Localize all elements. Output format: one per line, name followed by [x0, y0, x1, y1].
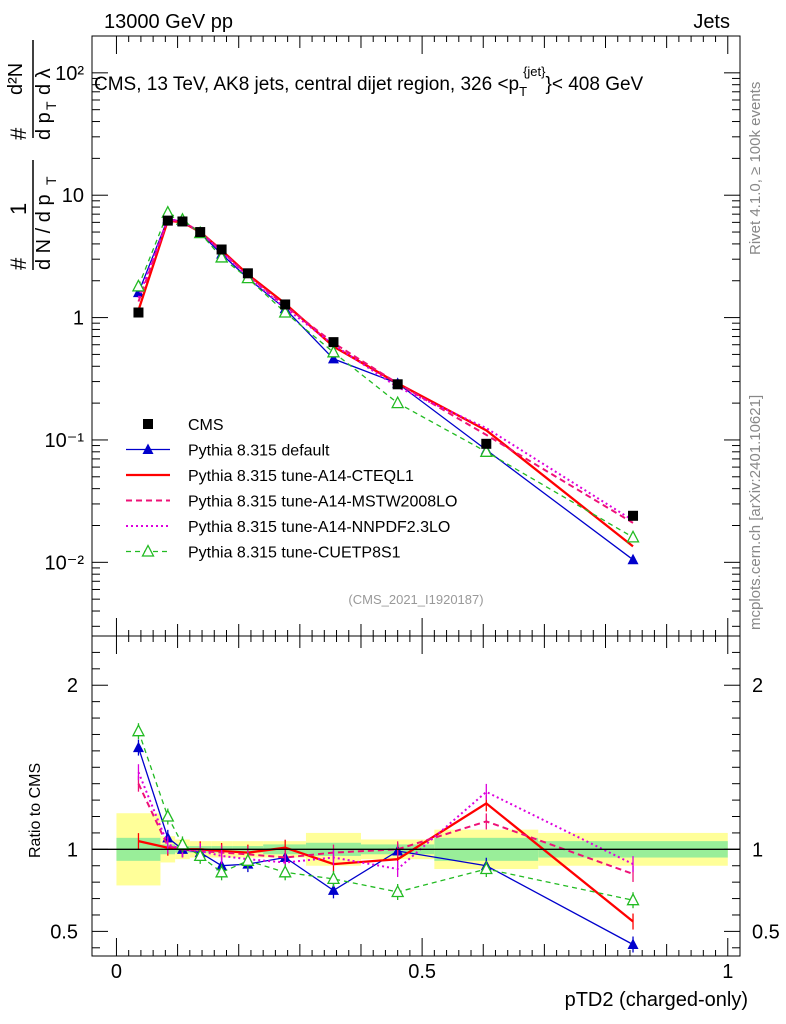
ratio-series-cuetp — [131, 723, 640, 909]
main-point-cuetp — [278, 305, 292, 318]
main-point-cuetp — [326, 344, 341, 358]
ratio-series-cteql1 — [137, 795, 634, 930]
main-point-cms — [177, 216, 188, 227]
ratio-point-cuetp — [193, 848, 207, 862]
main-point-default — [132, 286, 144, 298]
svg-text:d²N: d²N — [5, 63, 27, 95]
svg-text:T: T — [43, 101, 59, 110]
svg-text:T: T — [43, 176, 59, 185]
main-point-cms — [195, 227, 206, 238]
main-point-cms — [280, 299, 291, 310]
main-point-cms — [628, 510, 639, 521]
legend-label-cuetp: Pythia 8.315 tune-CUETP8S1 — [188, 545, 401, 562]
ratio-point-cuetp — [215, 864, 229, 878]
ratio-point-default — [132, 741, 144, 753]
main-point-default — [627, 553, 639, 565]
ratio-frame — [91, 635, 741, 957]
ratio-point-cuetp — [131, 723, 146, 737]
legend-marker-default — [142, 443, 154, 454]
legend-entry-mstw: Pythia 8.315 tune-A14-MSTW2008LO — [126, 494, 457, 511]
svg-text:#: # — [6, 257, 31, 270]
svg-text:d N / d p: d N / d p — [33, 194, 55, 270]
legend-entry-nnpdf: Pythia 8.315 tune-A14-NNPDF2.3LO — [126, 519, 450, 536]
main-y-tick-label: 10⁻² — [45, 552, 85, 574]
main-y-tick-label: 10⁻¹ — [45, 430, 85, 452]
main-point-cms — [481, 438, 492, 449]
main-point-cms — [328, 337, 339, 348]
ratio-y-tick-label-right: 1 — [752, 839, 763, 861]
series-layer — [131, 205, 640, 953]
legend-marker-cuetp — [141, 544, 155, 557]
main-point-default — [327, 352, 339, 364]
ratio-point-default — [327, 884, 339, 895]
ratio-y-tick-label: 2 — [67, 675, 78, 697]
ratio-point-cuetp — [626, 892, 640, 906]
x-axis-label: pTD2 (charged-only) — [565, 989, 748, 1011]
main-point-cuetp — [161, 205, 175, 218]
legend: CMS Pythia 8.315 default Pythia 8.315 tune… — [126, 417, 457, 562]
legend-label-default: Pythia 8.315 default — [188, 443, 330, 460]
main-point-cms — [392, 379, 403, 390]
main-series-cms — [133, 215, 639, 521]
main-point-cms — [242, 268, 253, 279]
main-point-cms — [216, 244, 227, 255]
x-tick-label: 0.5 — [408, 961, 436, 983]
legend-entry-cuetp: Pythia 8.315 tune-CUETP8S1 — [126, 544, 401, 562]
legend-entry-cms: CMS — [143, 417, 224, 434]
legend-marker-cms — [143, 419, 153, 429]
svg-text:d λ: d λ — [33, 68, 55, 95]
ratio-y-tick-label: 1 — [67, 839, 78, 861]
x-tick-label: 0 — [111, 961, 122, 983]
plot-title: CMS, 13 TeV, AK8 jets, central dijet reg… — [94, 64, 644, 99]
legend-entry-default: Pythia 8.315 default — [126, 443, 330, 460]
source-label: mcplots.cern.ch [arXiv:2401.10621] — [747, 395, 764, 630]
main-series-default — [132, 212, 639, 565]
category-label: Jets — [693, 11, 730, 33]
svg-text:d p: d p — [33, 112, 55, 140]
main-point-cms — [162, 215, 173, 226]
ratio-point-cuetp — [161, 809, 175, 822]
ratio-point-cuetp — [241, 853, 255, 866]
ratio-line-mstw — [137, 783, 634, 875]
x-tick-label: 1 — [722, 961, 733, 983]
ratio-y-tick-label: 0.5 — [50, 921, 78, 943]
main-point-cuetp — [391, 395, 405, 409]
ratio-line-nnpdf — [137, 771, 634, 871]
ratio-point-cuetp — [391, 884, 405, 898]
main-y-tick-label: 1 — [73, 308, 84, 330]
ratio-line-cteql1 — [138, 801, 634, 923]
main-y-tick-label: 10 — [62, 185, 84, 207]
ratio-point-cuetp — [278, 864, 292, 878]
main-ylabel: # 1 d N / d p T # d²N d p T d λ — [5, 40, 59, 270]
main-point-cuetp — [215, 250, 229, 263]
main-point-cuetp — [131, 278, 146, 292]
main-point-cuetp — [626, 529, 640, 543]
analysis-watermark: (CMS_2021_I1920187) — [348, 592, 483, 607]
axes-layer: 10⁻² 10⁻¹ 1 10 10² 0 0.5 1 0.5 0.5 1 1 2 2 — [45, 35, 780, 983]
ratio-point-default — [627, 938, 639, 950]
legend-label-cteql1: Pythia 8.315 tune-A14-CTEQL1 — [188, 468, 414, 485]
legend-label-cms: CMS — [188, 417, 224, 434]
svg-text:1: 1 — [6, 203, 31, 215]
legend-label-mstw: Pythia 8.315 tune-A14-MSTW2008LO — [188, 494, 457, 511]
ratio-y-tick-label-right: 2 — [752, 675, 763, 697]
main-point-cms — [133, 307, 144, 318]
svg-text:#: # — [6, 127, 31, 140]
main-line-mstw — [137, 218, 634, 524]
ratio-point-cuetp — [326, 871, 341, 885]
ratio-ylabel: Ratio to CMS — [27, 763, 44, 858]
legend-label-nnpdf: Pythia 8.315 tune-A14-NNPDF2.3LO — [188, 519, 450, 536]
main-y-tick-label: 10² — [55, 63, 84, 85]
legend-entry-cteql1: Pythia 8.315 tune-A14-CTEQL1 — [126, 468, 414, 485]
ratio-y-tick-label-right: 0.5 — [752, 921, 780, 943]
rivet-label: Rivet 4.1.0, ≥ 100k events — [747, 82, 764, 255]
main-series-mstw — [137, 218, 634, 524]
energy-label: 13000 GeV pp — [104, 11, 233, 33]
ratio-line-cuetp — [137, 730, 634, 901]
main-point-cuetp — [479, 444, 493, 457]
ratio-point-cuetp — [479, 861, 493, 875]
ratio-series-mstw — [137, 775, 634, 882]
